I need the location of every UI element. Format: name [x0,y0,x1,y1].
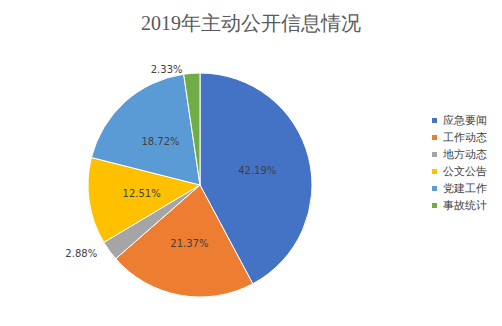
svg-text:2019年主动公开信息情况: 2019年主动公开信息情况 [141,12,361,34]
svg-text:21.37%: 21.37% [170,238,208,249]
svg-text:应急要闻: 应急要闻 [443,114,487,127]
svg-text:工作动态: 工作动态 [443,131,487,144]
svg-text:42.19%: 42.19% [238,165,276,176]
svg-text:12.51%: 12.51% [123,188,161,199]
svg-text:18.72%: 18.72% [141,136,179,147]
svg-text:2.88%: 2.88% [65,248,97,259]
svg-text:2.33%: 2.33% [151,64,183,75]
svg-text:地方动态: 地方动态 [442,148,487,161]
svg-text:公文公告: 公文公告 [443,165,487,178]
svg-text:党建工作: 党建工作 [443,182,487,195]
svg-text:事故统计: 事故统计 [443,199,487,212]
